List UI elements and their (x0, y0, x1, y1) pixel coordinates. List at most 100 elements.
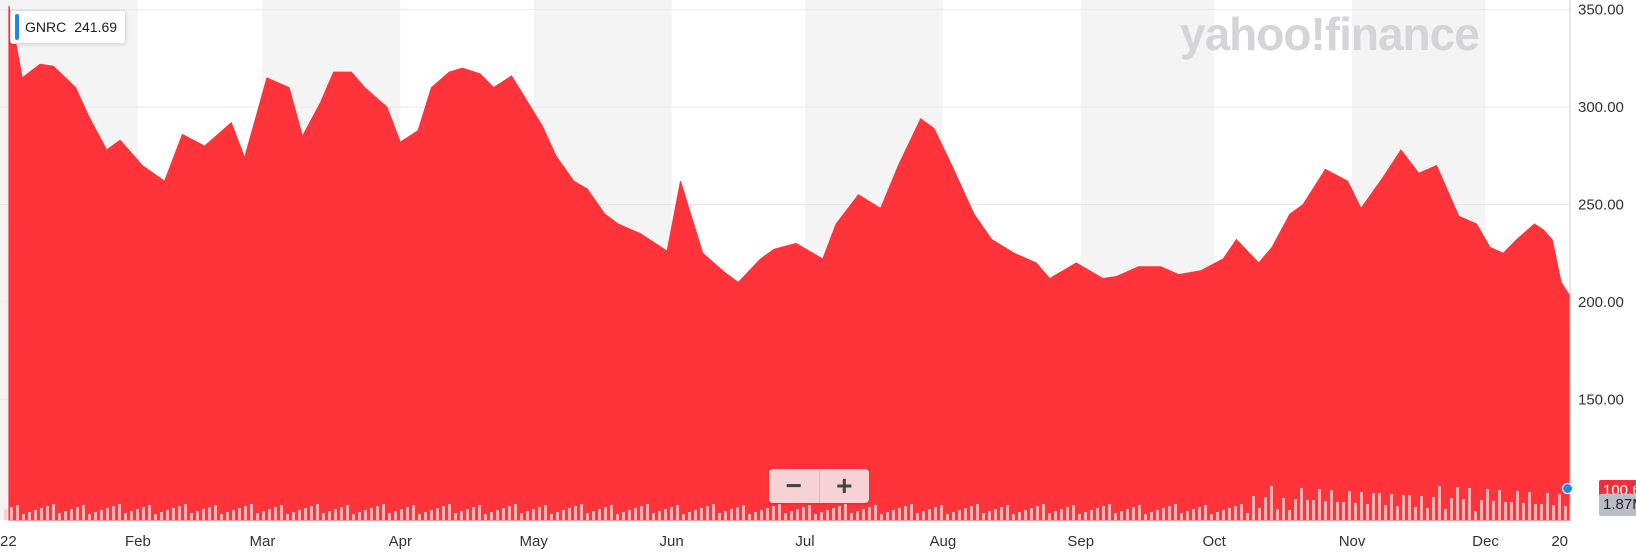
volume-bar (286, 514, 289, 520)
volume-bar (478, 505, 481, 520)
volume-bar (772, 506, 775, 520)
x-tick-label: May (520, 533, 549, 550)
volume-bar (1006, 505, 1009, 520)
volume-bar (370, 508, 373, 520)
volume-bar (670, 507, 673, 520)
volume-bar (100, 510, 103, 520)
volume-bar (682, 514, 685, 520)
volume-bar (922, 511, 925, 520)
x-tick-label: 22 (0, 533, 17, 550)
volume-bar (1378, 493, 1381, 520)
volume-bar (766, 508, 769, 520)
volume-bar (970, 506, 973, 520)
volume-bar (244, 506, 247, 520)
volume-bar (616, 514, 619, 520)
volume-bar (1138, 505, 1141, 520)
y-tick-label: 250.00 (1578, 196, 1624, 213)
volume-bar (1132, 507, 1135, 520)
volume-bar (934, 507, 937, 520)
volume-bar (1564, 506, 1567, 520)
volume-bar (1318, 489, 1321, 520)
volume-bar (274, 507, 277, 520)
volume-bar (898, 508, 901, 520)
volume-bar (1432, 497, 1435, 520)
volume-bar (184, 504, 187, 520)
volume-bar (1390, 494, 1393, 520)
ticker-symbol: GNRC (25, 19, 67, 35)
volume-bar (1384, 505, 1387, 520)
volume-bar (880, 514, 883, 520)
zoom-controls: − + (769, 469, 869, 503)
volume-bar (1312, 500, 1315, 520)
volume-bar (1120, 511, 1123, 520)
volume-bar (1288, 510, 1291, 520)
volume-bar (1024, 510, 1027, 520)
volume-bar (580, 504, 583, 520)
volume-bar (1036, 506, 1039, 520)
volume-bar (1102, 506, 1105, 520)
volume-bar (1348, 491, 1351, 520)
volume-bar (1366, 504, 1369, 520)
price-area-series (8, 5, 1571, 521)
volume-bar (442, 506, 445, 520)
volume-bar (1012, 514, 1015, 520)
volume-bar (622, 512, 625, 520)
current-price-dot (1562, 483, 1573, 494)
y-tick-label: 150.00 (1578, 391, 1624, 408)
volume-bar (16, 505, 19, 520)
volume-bar (1414, 507, 1417, 520)
volume-bar (634, 508, 637, 520)
volume-bar (1276, 509, 1279, 520)
volume-bar (646, 504, 649, 520)
volume-bar (874, 505, 877, 520)
volume-bar (1090, 510, 1093, 520)
volume-bar (1450, 498, 1453, 520)
volume-bar (1516, 491, 1519, 520)
volume-bar (940, 505, 943, 520)
yahoo-finance-logo: yahoo!finance (1180, 8, 1479, 60)
volume-bar (334, 509, 337, 520)
volume-bar (388, 513, 391, 520)
volume-bar (166, 510, 169, 520)
volume-bar (22, 514, 25, 520)
volume-bar (532, 509, 535, 520)
volume-bar (496, 510, 499, 520)
volume-bar (1342, 502, 1345, 520)
volume-bar (1252, 496, 1255, 520)
volume-bar (1084, 512, 1087, 520)
volume-bar (688, 512, 691, 520)
x-tick-label: Jun (659, 533, 683, 550)
volume-bar (1354, 503, 1357, 520)
volume-bar (1474, 511, 1477, 520)
x-tick-label: Mar (249, 533, 275, 550)
volume-bar (436, 508, 439, 520)
volume-bar (862, 509, 865, 520)
volume-bar (730, 509, 733, 520)
x-tick-label: Aug (930, 533, 957, 550)
volume-bar (358, 512, 361, 520)
ticker-legend[interactable]: GNRC 241.69 (10, 10, 127, 44)
volume-bar (754, 512, 757, 520)
current-volume-label: 1.87M (1599, 494, 1636, 516)
volume-bar (1552, 505, 1555, 520)
volume-bar (976, 504, 979, 520)
volume-bar (1240, 504, 1243, 520)
volume-bar (88, 514, 91, 520)
volume-bar (964, 508, 967, 520)
volume-bar (838, 506, 841, 520)
volume-bar (748, 514, 751, 520)
volume-bar (1426, 508, 1429, 520)
volume-bar (280, 505, 283, 520)
volume-bar (988, 511, 991, 520)
volume-bar (46, 506, 49, 520)
volume-bar (820, 512, 823, 520)
ticker-value: 241.69 (74, 19, 118, 35)
volume-bar (628, 510, 631, 520)
zoom-in-button[interactable]: + (818, 469, 870, 503)
zoom-out-button[interactable]: − (785, 470, 802, 501)
x-tick-label: Apr (389, 533, 412, 550)
volume-bar (700, 508, 703, 520)
volume-bar (316, 504, 319, 520)
volume-bar (1174, 504, 1177, 520)
volume-bar (514, 504, 517, 520)
